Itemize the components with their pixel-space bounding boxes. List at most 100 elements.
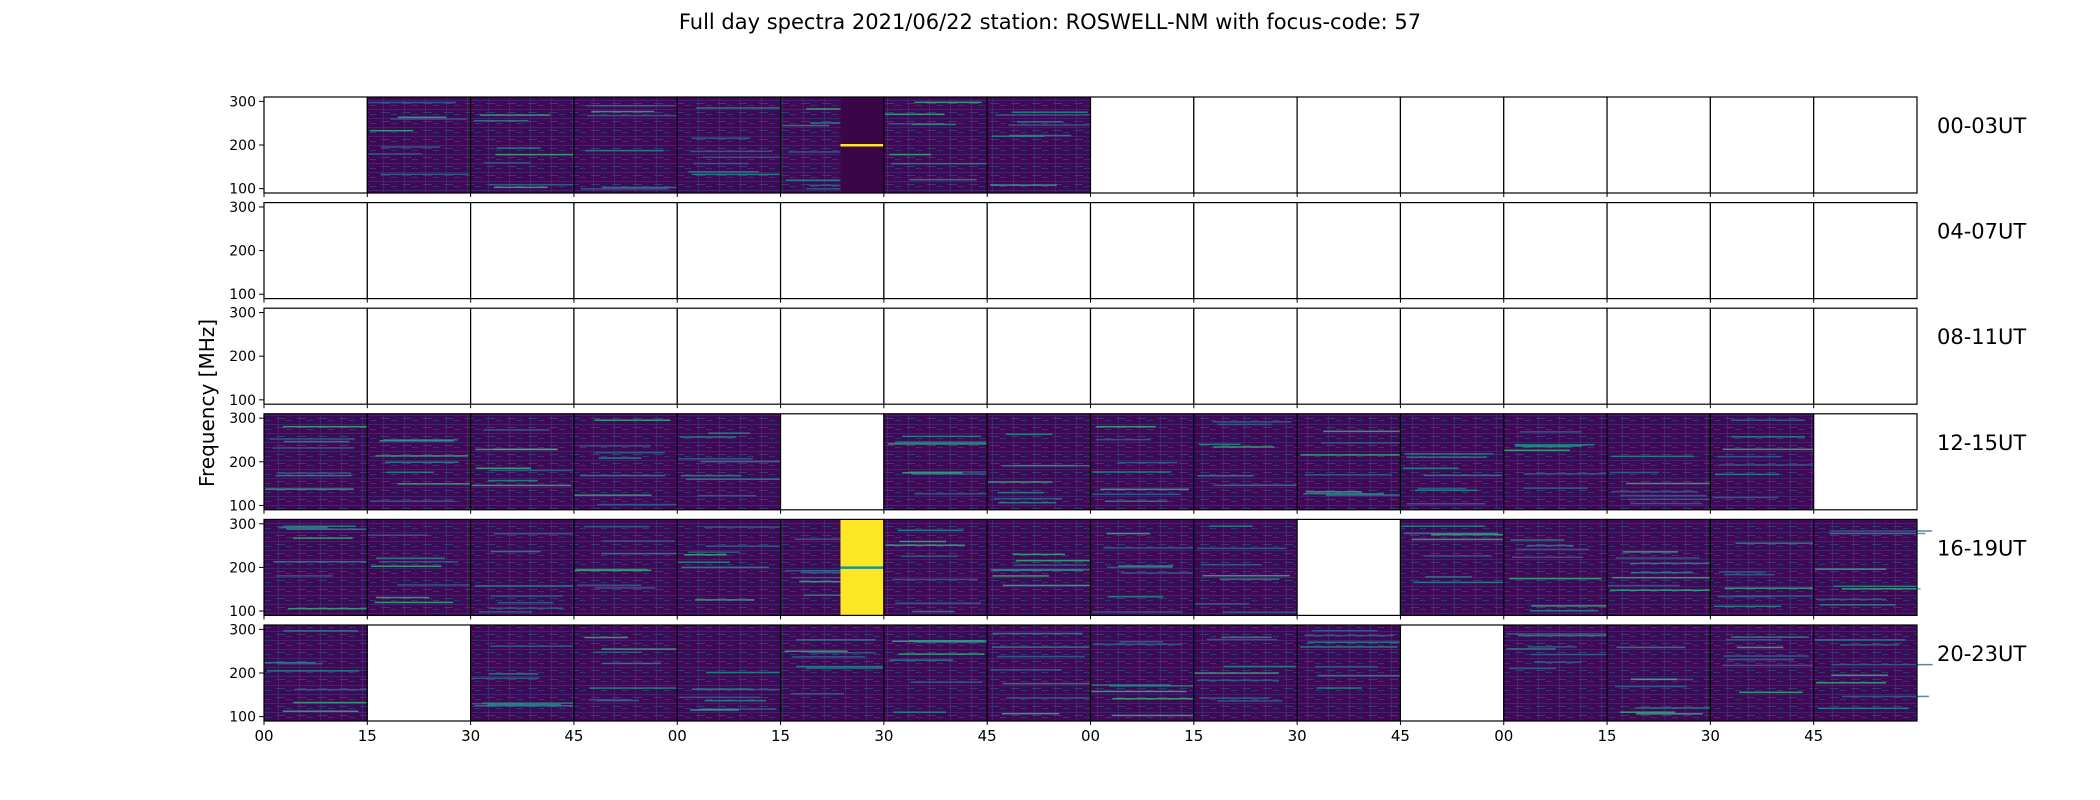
spectral-line [680,474,742,477]
spectral-line [275,474,352,477]
spectral-line [810,122,868,124]
spectral-line [380,146,441,148]
x-tick-label: 00 [1081,727,1100,745]
x-tick-label: 15 [358,727,377,745]
y-tick-label: 100 [229,393,256,409]
spectral-line [1091,690,1187,693]
spectrum-panel [573,518,700,620]
time-row: 100 200 300 12-15UT [229,411,2026,514]
panel-frame [1813,202,1918,300]
spectral-line [1630,678,1678,680]
spectral-line [1736,646,1784,649]
spectral-line [993,497,1062,500]
spectral-line [690,709,739,711]
spectral-line [898,653,985,655]
spectrum-panel [366,518,486,620]
x-tick-label: 45 [1391,727,1410,745]
spectral-line [1401,525,1486,527]
spectral-line [1514,443,1595,446]
spectrum-fill [1297,625,1401,721]
x-tick-label: 45 [1804,727,1823,745]
spectral-line [1831,674,1888,676]
spectral-line [601,648,703,650]
spectrum-panel [470,518,581,620]
spectral-line [375,596,430,599]
spectral-line [1622,551,1678,553]
spectrum-panel [573,307,678,409]
spectral-line [987,481,1053,483]
time-row: 100 200 300 16-19UT [229,517,2026,620]
spectral-line [574,569,652,572]
spectral-line [273,560,376,563]
spectral-line [1219,578,1280,580]
spectral-line [1523,487,1588,489]
spectrum-panel [779,96,903,197]
spectral-line [1630,571,1694,574]
spectrum-panel [1399,518,1532,620]
spectrum-panel [1089,413,1195,514]
y-tick-label: 200 [229,349,256,365]
spectral-line [1199,697,1269,699]
spectral-line [800,571,848,574]
spectral-line [1091,684,1172,686]
spectrum-fill [883,519,988,616]
empty-panel [573,308,678,405]
spectral-line [1511,556,1584,559]
spectrum-panel [1606,624,1717,725]
spectral-line [1009,134,1072,137]
spectral-line [1635,707,1717,709]
spectral-line [697,494,757,497]
spectral-line [1312,629,1378,632]
empty-panel [1193,308,1298,405]
spectrum-panel [1193,624,1327,725]
spectral-line [901,555,958,557]
spectral-line [1528,646,1577,648]
spectral-line [574,494,652,496]
spectrum-panel [676,413,801,514]
spectral-line [591,110,655,113]
spectral-line [594,651,643,654]
spectral-line [1106,532,1151,535]
spectral-line [695,688,785,691]
spectrum-panel [779,518,892,620]
spectrum-panel [470,307,575,409]
spectrum-panel [573,624,703,725]
empty-panel [780,202,884,299]
spectral-line [368,101,457,104]
spectrum-panel [1089,518,1200,620]
spectral-line [1616,646,1686,649]
spectrum-fill [264,413,368,510]
spectral-line [474,705,577,707]
spectrum-fill [573,519,678,616]
spectral-line [891,162,993,165]
spectral-line [489,469,581,472]
x-tick-label: 00 [1494,727,1513,745]
spectrum-panel [1606,518,1717,620]
spectral-line [1722,448,1824,451]
y-tick-label: 200 [229,666,256,682]
spectral-line [278,526,328,529]
empty-panel [470,308,574,405]
spectral-line [696,107,782,109]
spectrum-panel [1296,624,1420,725]
spectral-line [1712,496,1779,499]
spectral-line [1002,682,1098,685]
spectrum-panel [470,624,583,725]
y-tick-label: 100 [229,604,256,620]
spectral-line [286,528,371,530]
spectral-line [272,447,354,449]
spectral-line [699,708,777,710]
spectrum-fill [470,625,574,721]
panel-frame [1813,413,1918,511]
empty-panel [987,202,1091,299]
spectral-line [283,425,375,428]
spectrum-panel [1503,307,1608,409]
spectral-line [908,640,1005,642]
spectral-line [1213,484,1294,487]
spectral-line [1609,471,1660,474]
spectral-line [1096,425,1156,428]
spectral-line [493,532,581,535]
spectral-line [1202,574,1290,577]
spectral-line [1112,697,1196,700]
spectral-line [1315,666,1378,668]
